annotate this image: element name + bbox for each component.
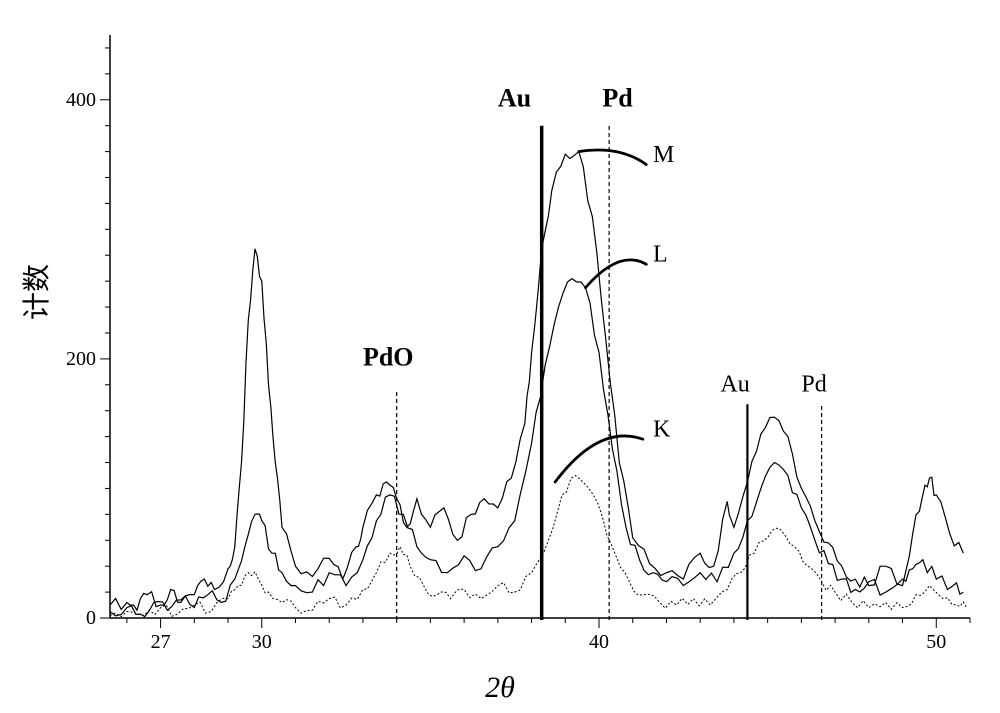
svg-text:50: 50 bbox=[926, 631, 946, 653]
svg-text:200: 200 bbox=[66, 348, 96, 370]
svg-text:40: 40 bbox=[589, 631, 609, 653]
annotation-l: L bbox=[653, 242, 668, 268]
y-axis-label: 计数 bbox=[15, 264, 55, 320]
svg-text:400: 400 bbox=[66, 89, 96, 111]
plot-svg: 0 200 400 27 30 40 50 PdO Au Pd Au Pd M L K bbox=[0, 0, 1000, 713]
annotation-pdo: PdO bbox=[363, 342, 414, 371]
series-l bbox=[110, 279, 963, 617]
annotation-m: M bbox=[653, 142, 674, 168]
xrd-chart: 计数 2θ 0 200 400 27 30 40 50 PdO Au Pd Au Pd M L K bbox=[0, 0, 1000, 713]
annotation-au: Au bbox=[720, 371, 749, 397]
annotation-k: K bbox=[653, 417, 671, 443]
x-axis-label: 2θ bbox=[0, 671, 1000, 705]
annotation-pd: Pd bbox=[801, 371, 826, 397]
svg-text:27: 27 bbox=[151, 631, 171, 653]
annotation-pd: Pd bbox=[602, 83, 633, 112]
svg-text:30: 30 bbox=[252, 631, 272, 653]
svg-text:0: 0 bbox=[86, 607, 96, 629]
annotation-au: Au bbox=[498, 83, 531, 112]
series-m bbox=[110, 152, 963, 611]
